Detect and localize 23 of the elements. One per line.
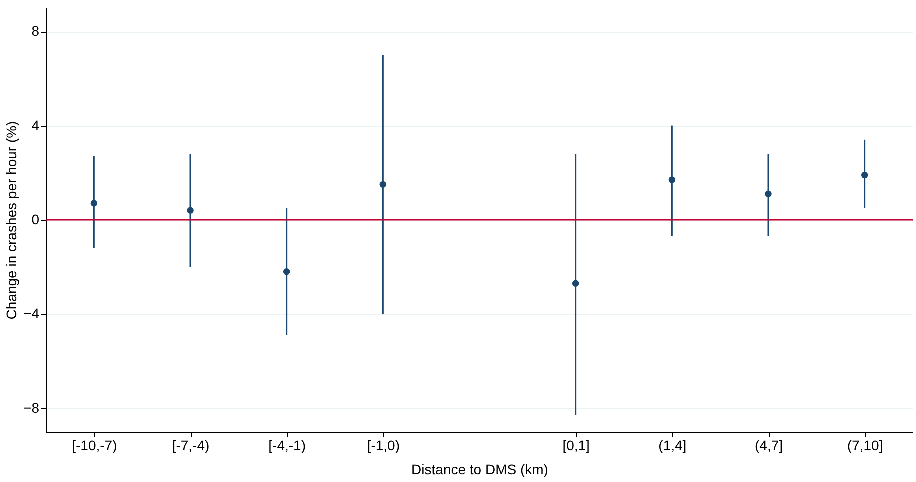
y-tick-label: 8 (32, 23, 40, 40)
y-tick-label: 0 (32, 212, 40, 228)
y-tick-label: −8 (24, 400, 40, 416)
x-tick-label: [-4,-1) (268, 438, 306, 454)
x-tick-label: [0,1] (562, 438, 590, 454)
x-tick-label: (7,10] (847, 438, 884, 454)
x-tick-label: (1,4] (658, 438, 687, 454)
point (572, 280, 580, 287)
point (283, 268, 290, 276)
point (765, 190, 772, 198)
point (187, 207, 194, 214)
x-axis-title: Distance to DMS (km) (412, 462, 548, 478)
point (90, 200, 98, 207)
x-tick-label: [-10,-7) (72, 438, 118, 454)
point (380, 181, 387, 188)
y-tick-label: −4 (24, 306, 40, 322)
point (861, 172, 868, 179)
y-tick-label: 4 (32, 117, 40, 134)
point (668, 176, 676, 184)
y-axis-title: Change in crashes per hour (%) (4, 121, 20, 320)
x-tick-label: (4,7] (754, 438, 784, 454)
x-tick-label: [-1,0) (367, 438, 400, 454)
x-tick-label: [-7,-4) (172, 438, 210, 454)
